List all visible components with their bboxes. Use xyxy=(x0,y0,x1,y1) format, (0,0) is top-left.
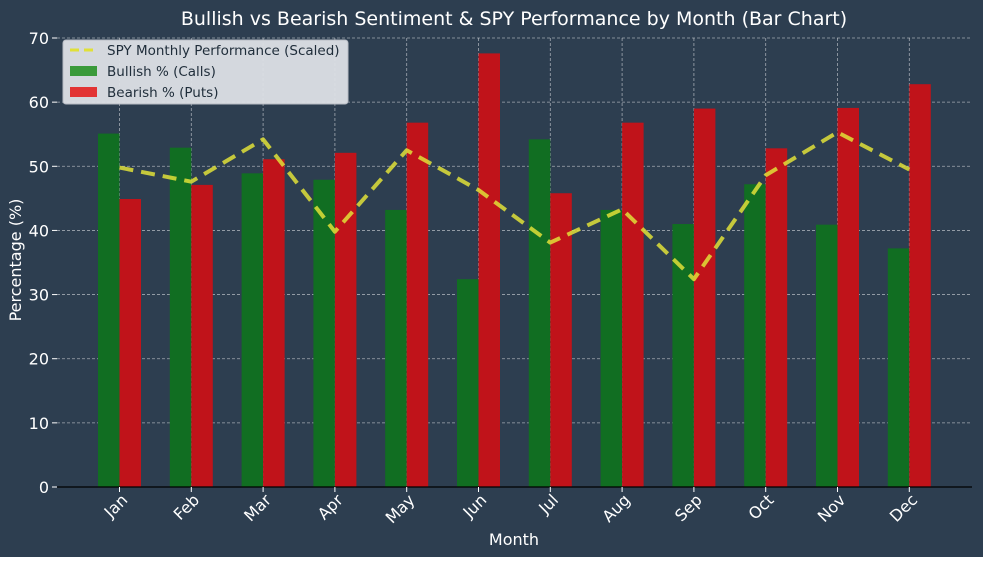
x-tick-label-sep: Sep xyxy=(671,490,706,525)
x-axis-label: Month xyxy=(489,530,539,549)
y-tick-label: 60 xyxy=(29,93,49,112)
bullish-bar-mar xyxy=(241,173,264,487)
legend-swatch-bullish xyxy=(70,66,97,76)
y-tick-label: 20 xyxy=(29,350,49,369)
x-tick-label-dec: Dec xyxy=(886,490,921,525)
x-tick-label-jul: Jul xyxy=(534,490,562,518)
y-tick-label: 10 xyxy=(29,414,49,433)
x-tick-label-apr: Apr xyxy=(314,490,347,523)
bearish-bar-oct xyxy=(765,148,788,487)
y-tick-label: 70 xyxy=(29,29,49,48)
legend-swatch-bearish xyxy=(70,87,97,97)
x-tick-label-nov: Nov xyxy=(814,490,850,526)
bearish-bar-jun xyxy=(478,53,500,487)
bearish-bar-dec xyxy=(909,84,931,487)
bearish-bar-feb xyxy=(191,184,213,487)
x-tick-label-aug: Aug xyxy=(598,490,634,526)
bullish-bar-dec xyxy=(887,248,910,487)
x-tick-label-feb: Feb xyxy=(170,490,203,523)
bullish-bar-aug xyxy=(600,209,623,487)
bearish-bar-apr xyxy=(334,152,357,487)
bearish-bar-jul xyxy=(550,193,572,487)
bearish-bar-aug xyxy=(622,122,644,487)
chart-title: Bullish vs Bearish Sentiment & SPY Perfo… xyxy=(181,8,847,30)
y-ticks: 0 10 20 30 40 50 60 70 xyxy=(29,29,57,497)
x-tick-label-jun: Jun xyxy=(459,490,491,522)
spy-line-layer xyxy=(119,130,911,282)
y-tick-label: 0 xyxy=(39,478,49,497)
bullish-bar-may xyxy=(385,209,407,487)
bearish-bar-jan xyxy=(119,198,141,487)
bars xyxy=(98,53,931,488)
bullish-bar-sep xyxy=(672,224,694,487)
bearish-bar-nov xyxy=(837,107,859,487)
x-tick-label-jan: Jan xyxy=(100,490,132,522)
y-tick-label: 30 xyxy=(29,286,49,305)
spy-performance-line xyxy=(119,130,911,282)
bullish-bar-jul xyxy=(528,139,551,488)
bearish-bar-mar xyxy=(263,159,285,488)
legend: SPY Monthly Performance (Scaled) Bullish… xyxy=(62,39,349,105)
y-tick-label: 40 xyxy=(29,221,49,240)
bullish-bar-jun xyxy=(457,279,479,487)
legend-box xyxy=(62,39,349,105)
bullish-bar-apr xyxy=(313,179,335,487)
bullish-bar-nov xyxy=(816,224,838,488)
x-tick-label-may: May xyxy=(382,490,419,527)
bearish-bar-sep xyxy=(693,108,716,488)
y-tick-label: 50 xyxy=(29,157,49,176)
legend-label-bullish: Bullish % (Calls) xyxy=(107,64,216,80)
legend-label-spy: SPY Monthly Performance (Scaled) xyxy=(107,43,340,59)
x-tick-label-oct: Oct xyxy=(745,490,778,523)
bullish-bar-jan xyxy=(98,133,120,487)
y-axis-label: Percentage (%) xyxy=(6,199,25,322)
x-ticks: Jan Feb Mar Apr May Jun Jul Aug Sep Oct Nov Dec xyxy=(100,487,921,527)
legend-label-bearish: Bearish % (Puts) xyxy=(107,85,218,101)
bullish-bar-feb xyxy=(169,147,192,488)
bullish-bar-oct xyxy=(744,184,766,487)
x-tick-label-mar: Mar xyxy=(240,490,275,525)
bearish-bar-may xyxy=(406,122,429,487)
